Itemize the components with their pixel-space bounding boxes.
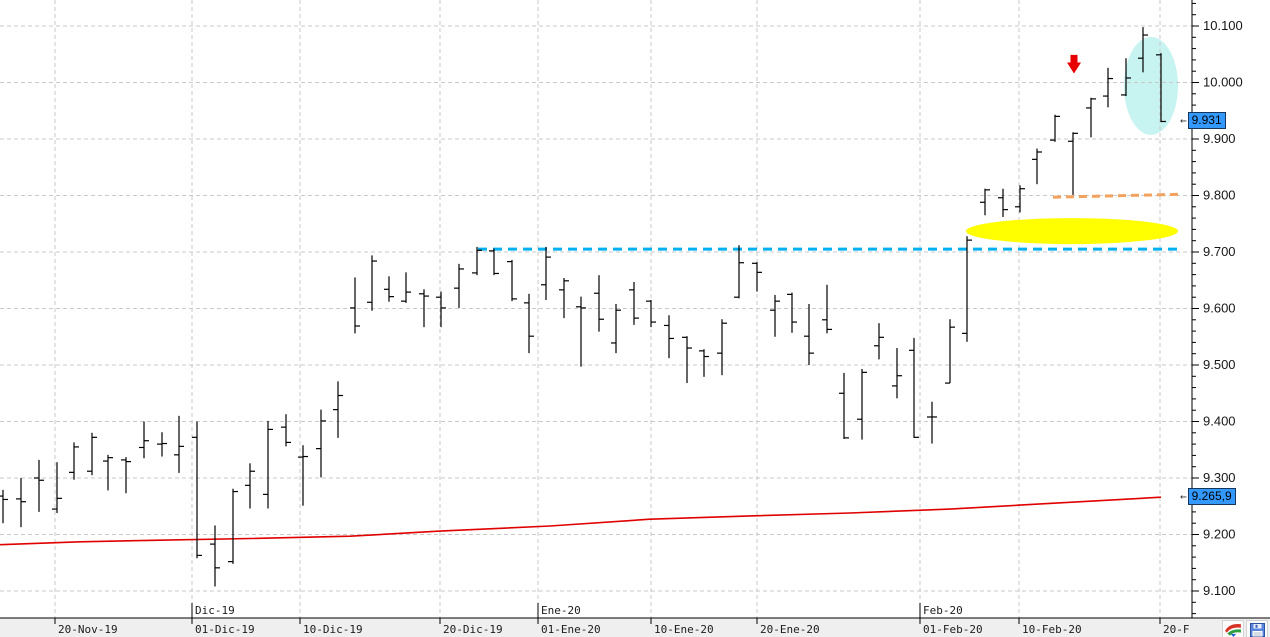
save-icon	[1249, 622, 1265, 637]
svg-text:10.000: 10.000	[1203, 75, 1243, 90]
yellow-highlight-ellipse	[966, 218, 1178, 245]
svg-text:10-Feb-20: 10-Feb-20	[1022, 623, 1082, 636]
svg-text:Feb-20: Feb-20	[923, 604, 963, 617]
svg-text:20-F: 20-F	[1163, 623, 1190, 636]
svg-text:20-Nov-19: 20-Nov-19	[58, 623, 118, 636]
save-button[interactable]	[1246, 620, 1268, 637]
price-axis: 10.100 10.000 9.900 9.800 9.700 9.600 9.500 9.4…	[1192, 2, 1243, 615]
moving-average-marker: ← 9.265,9	[1180, 488, 1236, 506]
last-price-value: 9.931	[1187, 112, 1226, 130]
svg-text:Dic-19: Dic-19	[195, 604, 235, 617]
red-down-arrow-icon	[1067, 54, 1081, 74]
ohlc-bars	[0, 27, 1166, 587]
last-price-marker: ← 9.931	[1180, 112, 1226, 130]
moving-average-value: 9.265,9	[1187, 488, 1236, 506]
time-axis-strip	[0, 618, 1270, 637]
svg-text:10-Dic-19: 10-Dic-19	[303, 623, 363, 636]
resistance-dashed-line	[1052, 192, 1179, 199]
svg-text:9.600: 9.600	[1203, 301, 1236, 316]
time-axis: 20-Nov-19 01-Dic-19 10-Dic-19 20-Dic-19 01-E…	[54, 603, 1190, 636]
svg-text:01-Feb-20: 01-Feb-20	[923, 623, 983, 636]
svg-text:9.800: 9.800	[1203, 188, 1236, 203]
svg-text:9.900: 9.900	[1203, 131, 1236, 146]
svg-text:9.400: 9.400	[1203, 414, 1236, 429]
gridlines	[0, 0, 1192, 618]
svg-text:9.200: 9.200	[1203, 527, 1236, 542]
svg-text:10.100: 10.100	[1203, 18, 1243, 33]
svg-text:9.700: 9.700	[1203, 244, 1236, 259]
svg-text:Ene-20: Ene-20	[541, 604, 581, 617]
svg-text:9.100: 9.100	[1203, 583, 1236, 598]
left-arrow-icon: ←	[1180, 114, 1187, 128]
chart-logo-button[interactable]	[1222, 620, 1244, 637]
svg-text:20-Ene-20: 20-Ene-20	[760, 623, 820, 636]
cyan-highlight-ellipse	[1124, 36, 1178, 135]
svg-text:01-Dic-19: 01-Dic-19	[195, 623, 255, 636]
left-arrow-icon: ←	[1180, 490, 1187, 504]
svg-text:9.300: 9.300	[1203, 470, 1236, 485]
svg-text:10-Ene-20: 10-Ene-20	[654, 623, 714, 636]
moving-average-line	[0, 496, 1162, 546]
svg-text:20-Dic-19: 20-Dic-19	[443, 623, 503, 636]
svg-text:01-Ene-20: 01-Ene-20	[541, 623, 601, 636]
svg-text:9.500: 9.500	[1203, 357, 1236, 372]
chart-logo-icon	[1225, 624, 1241, 637]
